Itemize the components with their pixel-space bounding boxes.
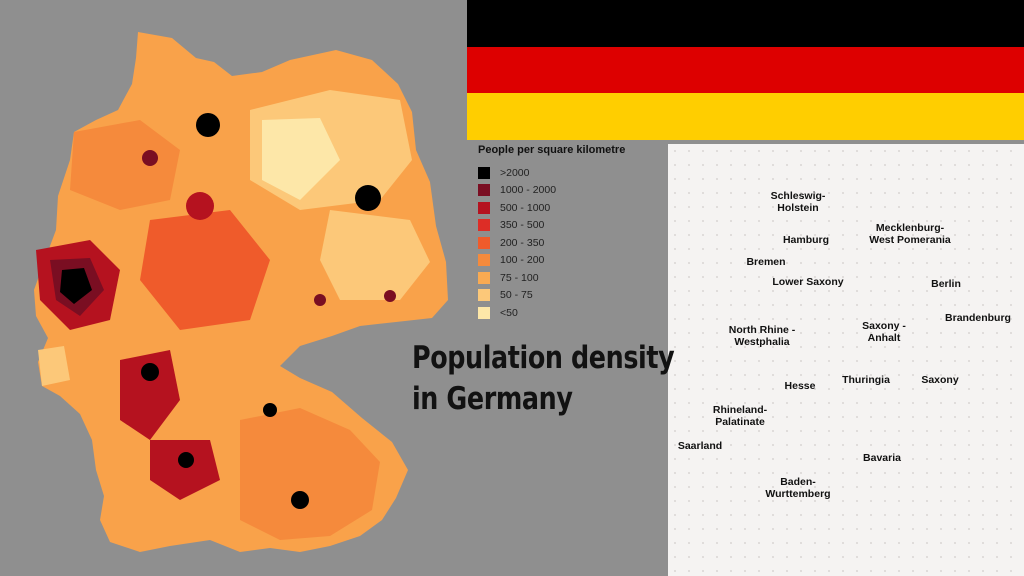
legend-item: 75 - 100 [478, 269, 658, 287]
legend-item: 500 - 1000 [478, 199, 658, 217]
legend-item: 350 - 500 [478, 217, 658, 235]
state-label: Lower Saxony [772, 276, 844, 288]
density-region-stuttgart [150, 440, 220, 500]
state-label: Thuringia [842, 374, 890, 386]
states-map-panel [668, 144, 1024, 576]
legend-label: 500 - 1000 [500, 201, 551, 214]
density-region-rhine-main [120, 350, 180, 440]
nuremberg-density-dot [263, 403, 277, 417]
state-label: Rhineland- Palatinate [712, 404, 768, 428]
legend-label: 75 - 100 [500, 271, 539, 284]
state-label: Mecklenburg- West Pomerania [869, 222, 951, 246]
density-map [34, 32, 448, 552]
german-flag [467, 0, 1024, 140]
state-label: Saarland [677, 440, 723, 452]
density-region-saarland [38, 346, 70, 386]
page-title: Population density in Germany [412, 338, 675, 420]
flag-stripe-red [467, 46, 1024, 94]
legend-item: <50 [478, 304, 658, 322]
legend-swatch [478, 254, 490, 267]
legend-swatch [478, 289, 490, 302]
state-label: Baden- Wurttemberg [765, 476, 831, 500]
state-label: Bremen [746, 256, 786, 268]
density-region-south-east [240, 408, 380, 540]
legend-swatch [478, 236, 490, 249]
density-region-ruhr-center [60, 268, 92, 304]
bremen-density-dot [142, 150, 158, 166]
state-label: Hesse [784, 380, 816, 392]
legend-swatch [478, 219, 490, 232]
state-label: North Rhine - Westphalia [728, 324, 796, 348]
hannover-density-dot [186, 192, 214, 220]
stuttgart-density-dot [178, 452, 194, 468]
leipzig-density-dot [314, 294, 326, 306]
state-label: Saxony - Anhalt [862, 320, 906, 344]
legend-items: >2000 1000 - 2000 500 - 1000 350 - 500 200 -… [478, 164, 658, 322]
frankfurt-density-dot [141, 363, 159, 381]
legend-label: <50 [500, 306, 518, 319]
legend-label: 350 - 500 [500, 219, 545, 232]
title-line-1: Population density [412, 340, 675, 376]
legend-label: 100 - 200 [500, 254, 545, 267]
density-region-east-lowest [262, 118, 340, 200]
density-legend: People per square kilometre >2000 1000 - … [478, 144, 658, 322]
dresden-density-dot [384, 290, 396, 302]
legend-swatch [478, 166, 490, 179]
legend-label: 200 - 350 [500, 236, 545, 249]
density-region-brandenburg [320, 210, 430, 300]
legend-item: 100 - 200 [478, 252, 658, 270]
hamburg-density-dot [196, 113, 220, 137]
density-region-north-west [70, 120, 180, 210]
legend-item: 1000 - 2000 [478, 182, 658, 200]
state-label: Bavaria [863, 452, 901, 464]
legend-title: People per square kilometre [478, 144, 626, 156]
flag-stripe-black [467, 0, 1024, 47]
state-label: Hamburg [782, 234, 830, 246]
munich-density-dot [291, 491, 309, 509]
legend-item: 200 - 350 [478, 234, 658, 252]
legend-label: 50 - 75 [500, 289, 533, 302]
state-label: Schleswig- Holstein [770, 190, 826, 214]
legend-swatch [478, 271, 490, 284]
flag-stripe-gold [467, 93, 1024, 140]
legend-label: >2000 [500, 166, 530, 179]
legend-label: 1000 - 2000 [500, 184, 557, 197]
legend-swatch [478, 201, 490, 214]
state-label: Berlin [931, 278, 961, 290]
berlin-density-dot [355, 185, 381, 211]
state-label: Brandenburg [945, 312, 1011, 324]
density-region-center [140, 210, 270, 330]
legend-item: >2000 [478, 164, 658, 182]
legend-swatch [478, 306, 490, 319]
state-label: Saxony [921, 374, 959, 386]
title-line-2: in Germany [412, 381, 573, 417]
legend-swatch [478, 184, 490, 197]
legend-item: 50 - 75 [478, 287, 658, 305]
